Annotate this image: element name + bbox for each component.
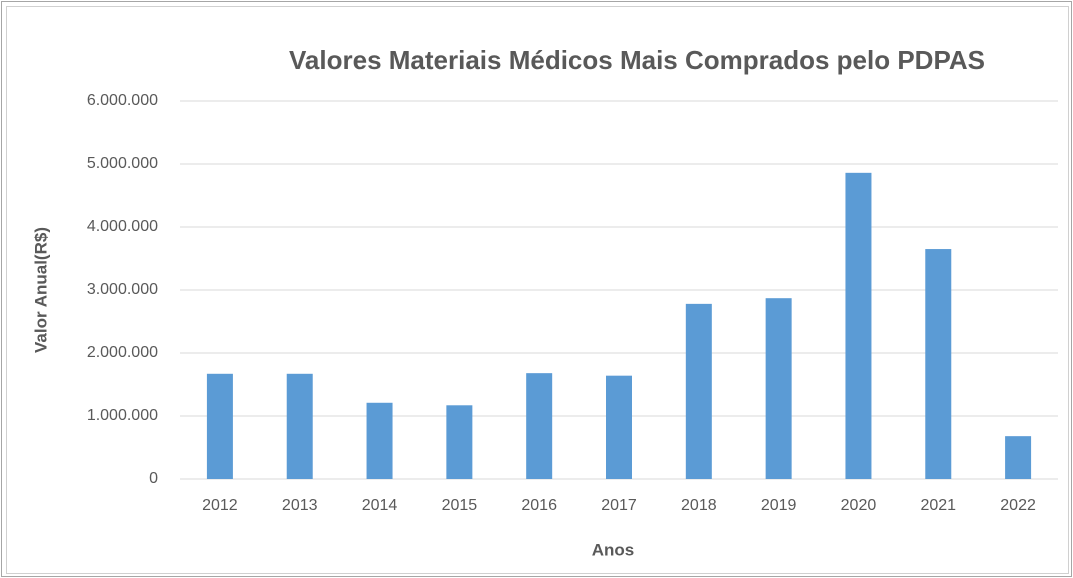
y-axis-label: Valor Anual(R$) [31,227,50,353]
y-tick-label: 0 [149,470,158,487]
chart-title: Valores Materiais Médicos Mais Comprados… [289,45,985,75]
y-tick-label: 1.000.000 [87,407,158,424]
x-axis-label: Anos [592,540,635,559]
x-tick-label: 2012 [202,497,238,514]
bar [286,373,313,479]
y-tick-label: 5.000.000 [87,155,158,172]
bar [366,402,393,479]
x-tick-label: 2013 [282,497,318,514]
x-tick-label: 2018 [681,497,717,514]
x-tick-label: 2016 [521,497,557,514]
bar [446,405,473,479]
y-tick-label: 3.000.000 [87,281,158,298]
x-tick-label: 2015 [442,497,478,514]
x-tick-label: 2014 [362,497,398,514]
x-tick-label: 2019 [761,497,797,514]
x-tick-label: 2022 [1000,497,1036,514]
bar [526,373,553,479]
x-tick-label: 2021 [920,497,956,514]
bar [845,172,872,479]
x-tick-label: 2020 [841,497,877,514]
bar [765,298,792,479]
y-tick-label: 4.000.000 [87,218,158,235]
bar [606,375,632,479]
bar [206,373,233,479]
y-tick-label: 6.000.000 [87,92,158,109]
bar [925,249,952,479]
bar [1005,436,1032,479]
bar [685,303,712,479]
y-tick-label: 2.000.000 [87,344,158,361]
x-tick-label: 2017 [601,497,637,514]
chart-inner-border [6,6,1069,574]
